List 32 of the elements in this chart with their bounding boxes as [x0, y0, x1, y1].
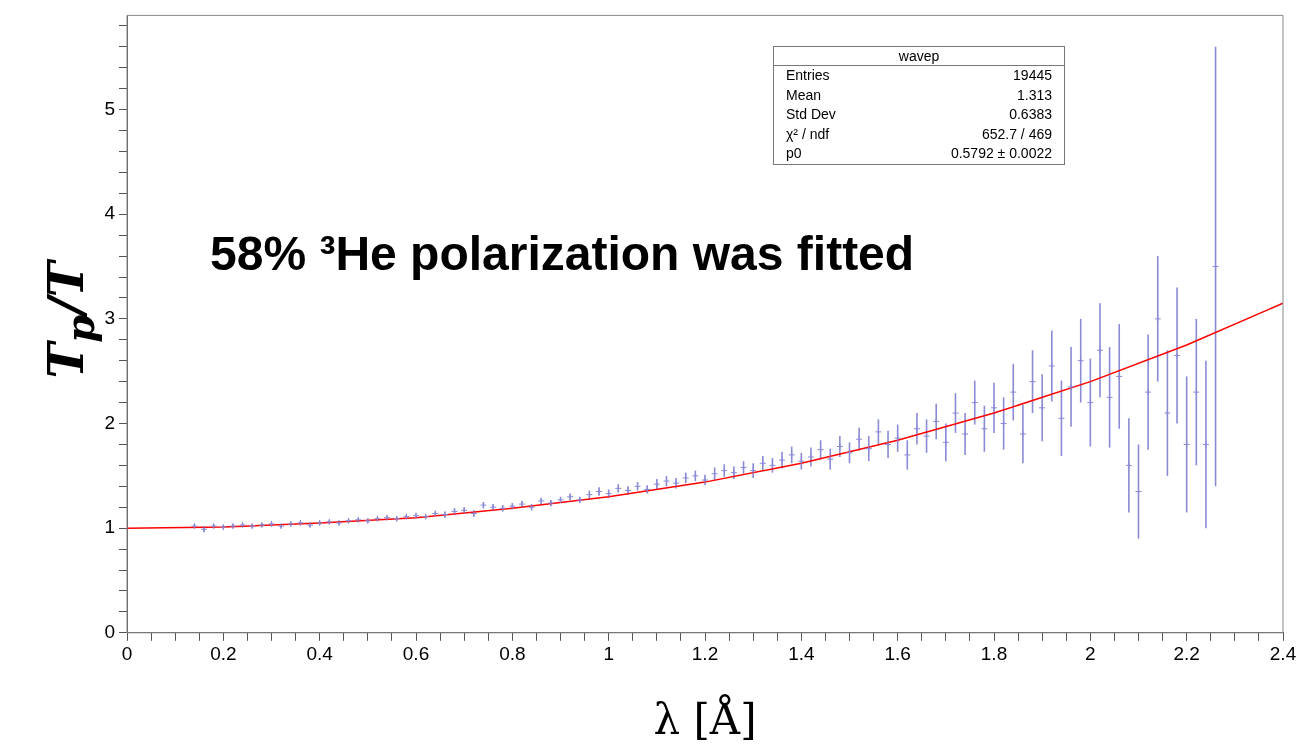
x-tick-label: 0.8: [499, 643, 526, 665]
y-tick-label: 3: [104, 307, 115, 329]
x-tick-label: 1: [603, 643, 614, 665]
x-tick-label: 1.6: [884, 643, 911, 665]
annotation: χ² / ndf: [786, 124, 830, 144]
y-tick-label: 5: [104, 97, 115, 119]
annotation: wavep: [774, 47, 1064, 66]
x-tick-label: 0.2: [210, 643, 237, 665]
y-tick-label: 4: [104, 202, 116, 224]
x-tick-label: 2.2: [1173, 643, 1200, 665]
x-tick-label: 1.8: [980, 643, 1008, 665]
x-tick-label: 0.6: [402, 643, 430, 665]
annotation: 652.7 / 469: [981, 124, 1052, 144]
x-axis-title: λ [Å]: [653, 693, 757, 744]
x-tick-label: 0.4: [306, 643, 334, 665]
annotation: 0.6383: [1009, 105, 1052, 124]
annotation: 19445: [1013, 66, 1052, 85]
annotation: Std Dev: [786, 105, 836, 124]
annotation: 58% ³He polarization was fitted: [210, 226, 915, 281]
y-tick-label: 1: [104, 516, 115, 538]
x-tick-label: 2.4: [1269, 643, 1297, 665]
annotation: 0.5792 ± 0.0022: [950, 144, 1052, 163]
x-tick-label: 1.4: [788, 643, 815, 665]
annotation: 1.313: [1016, 85, 1052, 105]
annotation: Entries: [786, 66, 830, 85]
x-tick-label: 0: [121, 643, 133, 665]
x-tick-label: 2: [1085, 643, 1096, 665]
annotation: Mean: [786, 85, 822, 105]
x-tick-label: 1.2: [691, 643, 719, 665]
y-tick-label: 0: [104, 621, 115, 643]
y-tick-label: 2: [104, 411, 115, 433]
annotation: p0: [786, 144, 802, 163]
